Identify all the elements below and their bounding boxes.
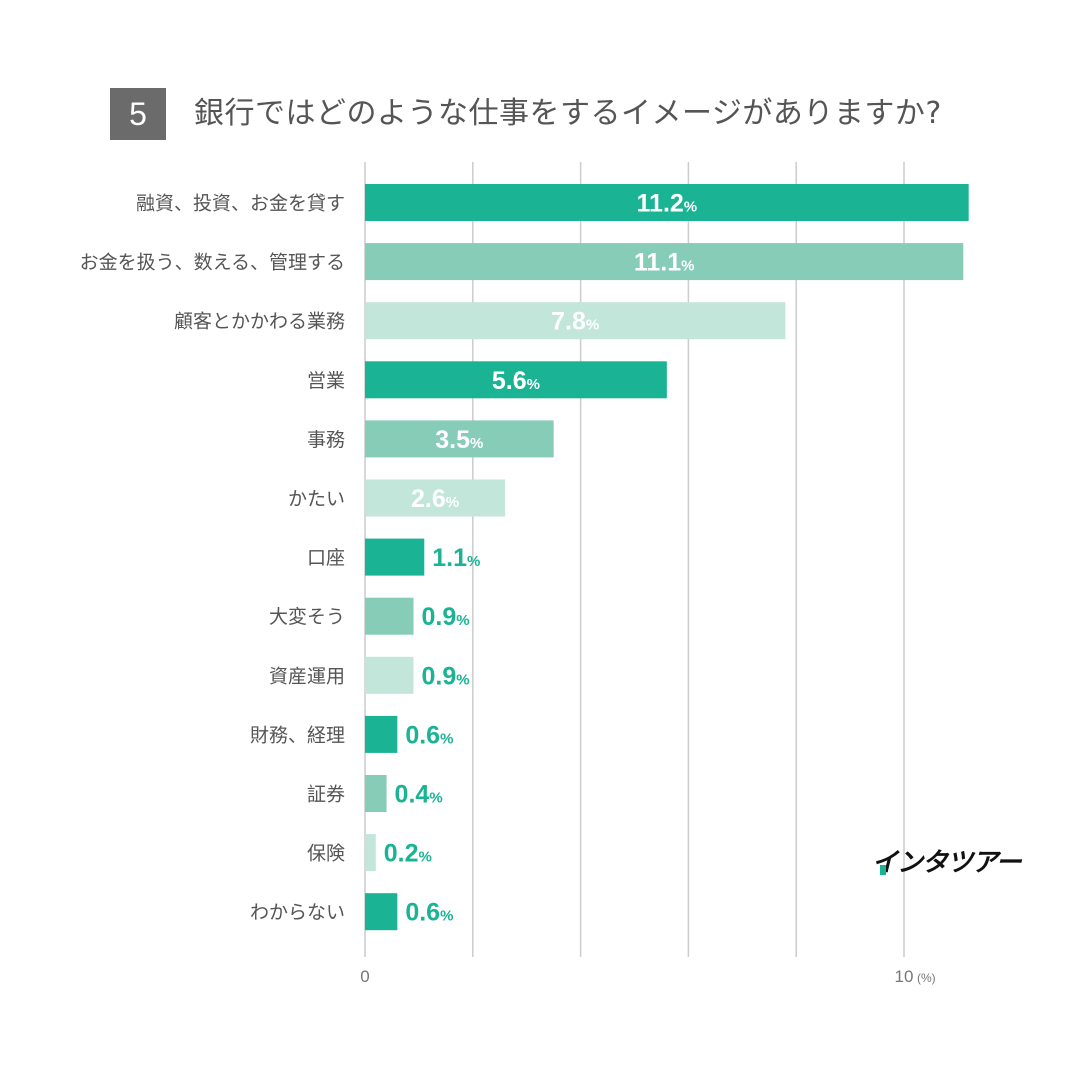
data-label: 0.6% <box>405 899 453 927</box>
data-label: 0.6% <box>405 721 453 749</box>
data-label: 0.4% <box>395 781 443 809</box>
category-label: 財務、経理 <box>250 724 345 746</box>
category-label: 資産運用 <box>269 665 345 687</box>
bar <box>365 597 414 635</box>
intatour-logo: インタツアー <box>872 848 1021 878</box>
bar <box>365 302 786 340</box>
bar <box>365 243 964 281</box>
category-label: 顧客とかかわる業務 <box>174 311 345 333</box>
bar <box>365 715 398 753</box>
question-number-badge: 5 <box>110 88 166 140</box>
bar <box>365 656 414 694</box>
bar <box>365 184 969 221</box>
category-label: 保険 <box>307 843 345 865</box>
data-label: 0.9% <box>422 662 470 690</box>
bar <box>365 775 387 812</box>
question-title: 銀行ではどのような仕事をするイメージがありますか? <box>194 96 942 131</box>
category-label: かたい <box>288 488 345 510</box>
category-label: 事務 <box>307 429 345 451</box>
logo-accent-mark <box>880 865 886 875</box>
bar <box>365 420 554 458</box>
category-label: 大変そう <box>269 606 345 628</box>
bar <box>365 538 425 576</box>
tick-label: 0 <box>360 967 369 986</box>
data-label: 0.2% <box>384 840 432 868</box>
category-label: 口座 <box>307 547 345 569</box>
tick-label: 10 <box>895 967 914 986</box>
category-label: わからない <box>250 902 345 924</box>
category-label: 融資、投資、お金を貸す <box>136 193 345 215</box>
data-label: 7.8% <box>551 308 599 336</box>
category-label: 営業 <box>307 370 345 392</box>
bar <box>365 893 398 931</box>
bar <box>365 361 667 399</box>
axis-unit-label: (%) <box>917 971 936 985</box>
category-label: 証券 <box>307 784 345 806</box>
category-label: お金を扱う、数える、管理する <box>80 252 345 274</box>
bar <box>365 479 506 517</box>
bar <box>365 834 376 872</box>
data-label: 0.9% <box>422 603 470 631</box>
